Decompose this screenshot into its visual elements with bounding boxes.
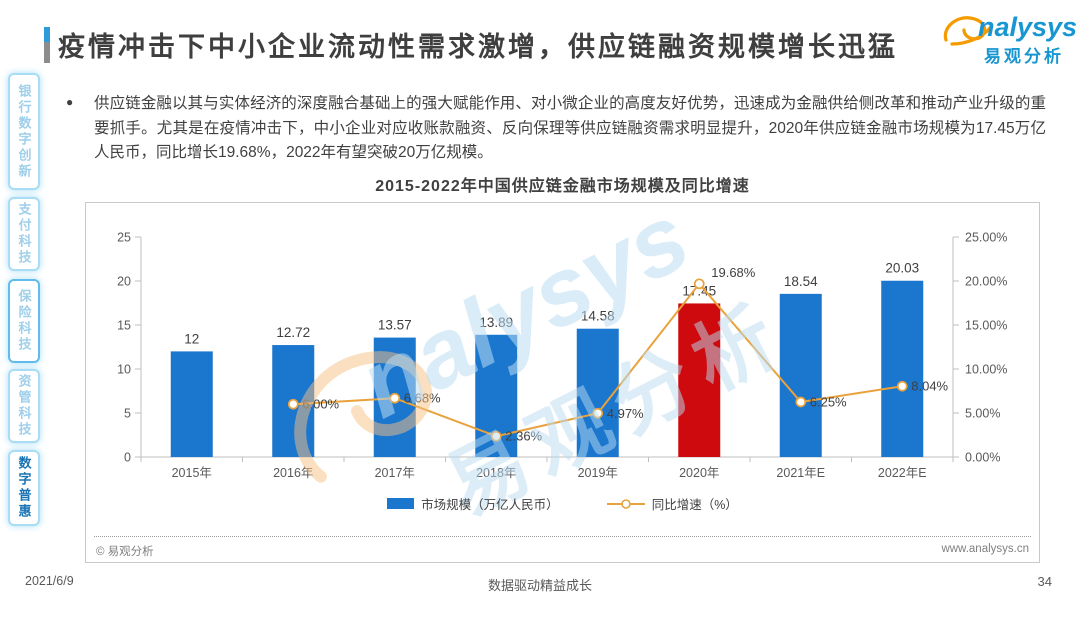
left-axis-tick: 20: [117, 275, 131, 289]
legend-bar-swatch-icon: [387, 498, 415, 509]
line-point-2017年: [389, 392, 401, 404]
line-label-2019年: 4.97%: [607, 406, 644, 421]
legend-item-market-scale: 市场规模（万亿人民币）: [387, 494, 559, 513]
bar-2019年: [576, 328, 619, 457]
bar-2021年E: [779, 293, 822, 457]
line-label-2020年: 19.68%: [711, 265, 756, 280]
legend-item-growth-rate: 同比增速（%）: [606, 494, 738, 513]
right-axis-tick: 5.00%: [965, 407, 1000, 421]
x-axis-label: 2021年E: [776, 466, 825, 480]
analysys-swoosh-icon: [943, 16, 992, 46]
legend-line-swatch-icon: [606, 498, 645, 509]
left-axis-tick: 10: [117, 363, 131, 377]
x-axis-label: 2020年: [679, 466, 719, 480]
bar-label-2022年E: 20.03: [885, 261, 919, 276]
bar-label-2018年: 13.89: [479, 315, 513, 330]
summary-paragraph: 供应链金融以其与实体经济的深度融合基础上的强大赋能作用、对小微企业的高度友好优势…: [94, 95, 1046, 161]
chart-copyright: © 易观分析: [96, 546, 154, 558]
sidebar-item-payment-tech[interactable]: 支付科技: [8, 197, 40, 271]
bar-2020年: [678, 303, 721, 457]
page-title: 疫情冲击下中小企业流动性需求激增，供应链融资规模增长迅猛: [58, 32, 898, 62]
sidebar-item-insurance-tech[interactable]: 保险科技: [8, 279, 40, 363]
title-accent-bar: [44, 27, 50, 63]
sidebar-item-digital-inclusion[interactable]: 数字普惠: [8, 450, 40, 526]
left-axis-tick: 15: [117, 319, 131, 333]
line-label-2022年E: 8.04%: [911, 379, 948, 394]
chart-footer-divider: [94, 536, 1031, 537]
line-label-2016年: 6.00%: [302, 397, 339, 412]
line-point-2020年: [693, 278, 705, 290]
line-label-2017年: 6.68%: [404, 391, 441, 406]
bar-label-2015年: 12: [184, 331, 199, 346]
line-point-2022年E: [896, 380, 908, 392]
x-axis-label: 2016年: [273, 466, 313, 480]
left-axis-tick: 0: [124, 451, 131, 465]
x-axis-label: 2022年E: [878, 466, 927, 480]
left-axis-tick: 5: [124, 407, 131, 421]
right-axis-tick: 25.00%: [965, 231, 1007, 245]
chart-website: www.analysys.cn: [941, 543, 1029, 555]
line-point-2019年: [592, 407, 604, 419]
footer-slogan: 数据驱动精益成长: [487, 578, 592, 593]
sidebar-item-bank-digital-innovation[interactable]: 银行数字创新: [8, 73, 40, 190]
chart-legend: 市场规模（万亿人民币） 同比增速（%）: [86, 494, 1039, 513]
x-axis-label: 2015年: [172, 466, 212, 480]
bar-label-2016年: 12.72: [276, 325, 310, 340]
footer-date: 2021/6/9: [25, 574, 74, 588]
line-point-2016年: [287, 398, 299, 410]
x-axis-label: 2019年: [578, 466, 618, 480]
chart-title: 2015-2022年中国供应链金融市场规模及同比增速: [375, 178, 750, 195]
bullet-icon: ●: [66, 95, 74, 109]
logo-chinese-name: 易观分析: [984, 47, 1064, 66]
right-axis-tick: 20.00%: [965, 275, 1007, 289]
sidebar-item-asset-mgmt-tech[interactable]: 资管科技: [8, 369, 40, 443]
line-point-2018年: [490, 430, 502, 442]
analysys-logo: nalysys 易观分析: [938, 8, 1078, 66]
left-axis-tick: 25: [117, 231, 131, 245]
x-axis-label: 2018年: [476, 466, 516, 480]
line-point-2021年E: [795, 396, 807, 408]
right-axis-tick: 15.00%: [965, 319, 1007, 333]
bar-label-2021年E: 18.54: [784, 274, 818, 289]
chart-panel: 0 5 10 15 20 25 0.00% 5.00% 10.00% 15.00% 20.00% 25…: [85, 183, 1040, 563]
footer-page-number: 34: [1037, 574, 1052, 589]
legend-line-label: 同比增速（%）: [651, 498, 738, 512]
right-axis-tick: 0.00%: [965, 451, 1000, 465]
legend-bar-label: 市场规模（万亿人民币）: [421, 498, 559, 512]
bar-label-2019年: 14.58: [581, 309, 615, 324]
market-scale-growth-chart: 0 5 10 15 20 25 0.00% 5.00% 10.00% 15.00% 20.00% 25…: [117, 231, 1007, 481]
logo-wordmark: nalysys: [978, 12, 1078, 42]
bar-2015年: [170, 351, 213, 457]
line-label-2021年E: 6.25%: [810, 395, 847, 410]
line-label-2018年: 2.36%: [505, 429, 542, 444]
right-axis-tick: 10.00%: [965, 363, 1007, 377]
x-axis-label: 2017年: [375, 466, 415, 480]
bar-label-2017年: 13.57: [378, 318, 412, 333]
bar-2022年E: [881, 280, 924, 457]
